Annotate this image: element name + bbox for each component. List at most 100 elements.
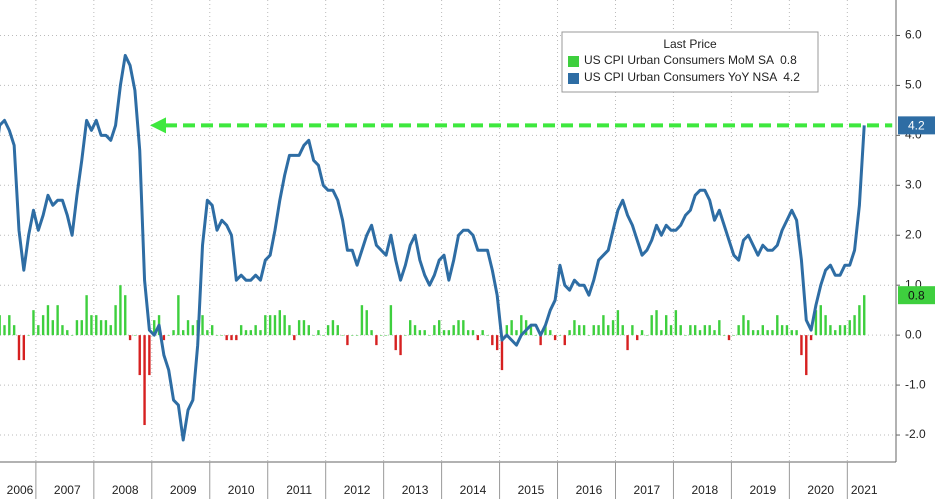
bar: [602, 315, 605, 336]
bar: [814, 310, 818, 336]
bar: [293, 335, 296, 341]
bar: [520, 315, 523, 336]
bar: [95, 315, 98, 336]
bar: [636, 335, 639, 341]
x-tick-label: 2021: [851, 483, 878, 497]
bar: [713, 330, 716, 336]
bar: [466, 330, 470, 336]
bar: [863, 295, 866, 336]
bar: [278, 310, 281, 336]
line: [0, 53, 866, 442]
bar: [481, 330, 484, 336]
legend-label: US CPI Urban Consumers MoM SA: [584, 53, 774, 67]
bar: [819, 305, 822, 336]
bar: [307, 325, 310, 336]
x-tick-label: 2007: [54, 483, 81, 497]
bar: [210, 325, 214, 336]
bar: [341, 335, 344, 336]
bar: [254, 325, 257, 336]
bar: [302, 320, 306, 336]
y-tick-label: 5.0: [905, 78, 922, 92]
bar: [404, 335, 407, 336]
bar: [418, 330, 422, 336]
bar: [32, 310, 35, 336]
x-tick-label: 2012: [344, 483, 371, 497]
bar: [761, 325, 764, 336]
bar: [640, 330, 644, 336]
bar: [495, 335, 499, 351]
bar: [61, 325, 64, 336]
bar: [148, 335, 151, 376]
bar: [225, 335, 228, 341]
bar: [437, 320, 441, 336]
bar: [698, 330, 702, 336]
x-tick-label: 2017: [634, 483, 661, 497]
bar: [3, 325, 6, 336]
bar: [674, 310, 678, 336]
bar: [766, 330, 769, 336]
bar: [703, 325, 707, 336]
bar: [442, 330, 446, 336]
bar: [587, 335, 591, 336]
bar: [409, 320, 412, 336]
bar: [790, 330, 793, 336]
bar: [848, 320, 851, 336]
bar: [370, 330, 373, 336]
bar: [626, 335, 629, 351]
bar: [17, 335, 21, 361]
x-tick-label: 2018: [691, 483, 718, 497]
bar: [621, 325, 624, 336]
bar: [182, 330, 185, 336]
bar: [124, 295, 127, 336]
bar: [239, 325, 243, 336]
bar: [119, 285, 122, 336]
bar: [669, 325, 673, 336]
bar: [394, 335, 397, 351]
bar: [611, 320, 615, 336]
x-tick-label: 2015: [518, 483, 545, 497]
legend-label: US CPI Urban Consumers YoY NSA: [584, 70, 777, 84]
bar: [355, 335, 359, 336]
bar: [462, 320, 465, 336]
bar: [346, 335, 349, 346]
bar: [607, 325, 610, 336]
bar: [452, 325, 455, 336]
x-tick-label: 2006: [7, 483, 34, 497]
y-tick-label: 0.0: [905, 327, 922, 341]
bar: [220, 335, 224, 336]
bar: [283, 315, 286, 336]
legend-swatch: [568, 73, 579, 84]
value-tag-label: 0.8: [908, 288, 925, 302]
bar: [114, 305, 117, 336]
bar: [500, 335, 504, 371]
bar: [549, 330, 552, 336]
bar: [824, 315, 827, 336]
bar: [582, 325, 586, 336]
bar: [273, 315, 277, 336]
bar: [491, 335, 494, 346]
legend: Last Price US CPI Urban Consumers MoM SA…: [561, 31, 819, 93]
bar: [99, 320, 103, 336]
bar: [486, 335, 489, 336]
bar: [351, 335, 354, 336]
bar: [172, 330, 175, 336]
y-tick-label: 3.0: [905, 177, 922, 191]
bar: [433, 325, 436, 336]
x-tick-label: 2011: [286, 483, 312, 497]
bar: [834, 330, 837, 336]
x-tick-label: 2013: [402, 483, 429, 497]
bar: [75, 320, 79, 336]
bar: [138, 335, 141, 376]
bar: [133, 335, 137, 336]
value-tag: [898, 286, 935, 305]
bar: [776, 315, 779, 336]
bar: [780, 325, 784, 336]
x-tick-label: 2009: [170, 483, 197, 497]
bar: [805, 335, 808, 376]
bar: [297, 320, 301, 336]
bar: [597, 325, 600, 336]
bar: [375, 335, 378, 346]
bar: [268, 315, 272, 336]
bar: [471, 330, 475, 336]
arrow-head: [150, 117, 166, 134]
